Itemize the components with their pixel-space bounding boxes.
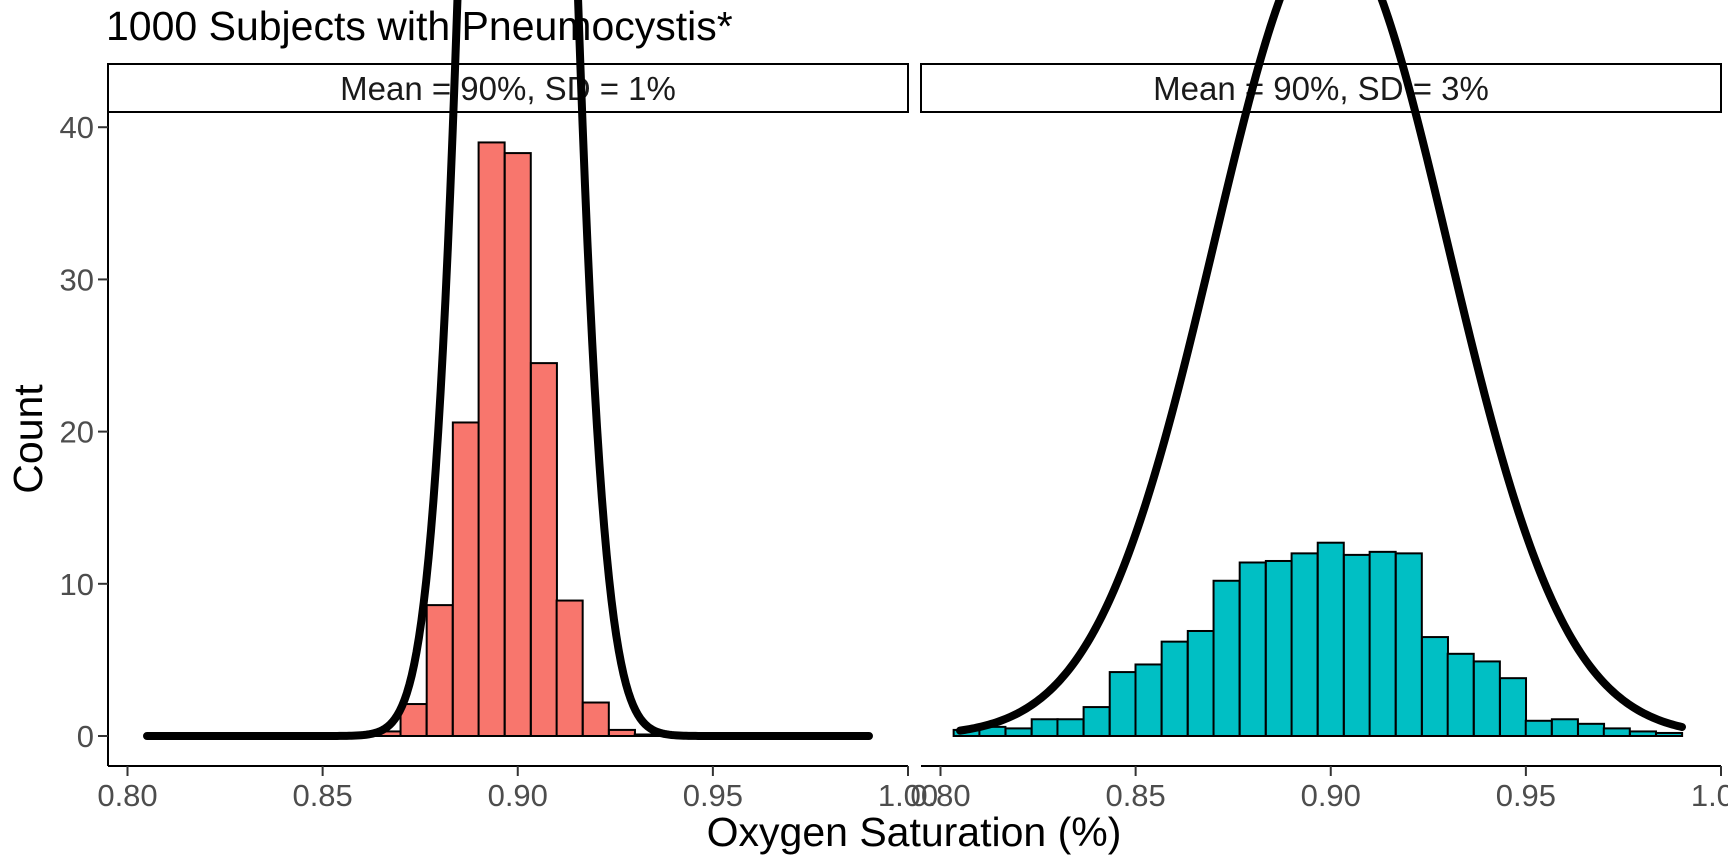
y-axis-title: Count <box>5 384 51 494</box>
histogram-bar <box>1550 718 1579 738</box>
x-ticks-right: 0.80 0.85 0.90 0.95 1.00 <box>910 766 1728 813</box>
y-tick-label: 40 <box>60 110 94 145</box>
histogram-bar <box>1212 579 1241 738</box>
histogram-bar <box>1264 559 1293 737</box>
histogram-bar <box>1628 730 1657 737</box>
chart-title: 1000 Subjects with Pneumocystis* <box>106 3 733 49</box>
histogram-bar <box>1577 722 1606 738</box>
histogram-bar <box>1498 677 1528 737</box>
x-axis-title: Oxygen Saturation (%) <box>707 809 1122 855</box>
x-tick-label: 0.85 <box>1105 778 1165 813</box>
histogram-bar <box>1290 552 1319 737</box>
x-tick-label: 0.95 <box>1496 778 1556 813</box>
histogram-bar <box>1082 706 1111 738</box>
histogram-bar <box>1238 561 1267 737</box>
histogram-bar <box>503 152 532 737</box>
histogram-bar <box>1108 671 1137 738</box>
histogram-bar <box>1655 731 1684 738</box>
histogram-bar <box>1446 652 1475 737</box>
histogram-bar <box>1472 660 1501 737</box>
density-curve-right <box>956 0 1686 735</box>
x-tick-label: 1.00 <box>1691 778 1728 813</box>
histogram-bar <box>425 604 454 737</box>
x-ticks-left: 0.80 0.85 0.90 0.95 1.00 <box>97 766 938 813</box>
histogram-bars-right <box>952 541 1684 738</box>
histogram-bar <box>555 599 584 737</box>
histogram-bar <box>1186 629 1215 737</box>
histogram-bar <box>1368 550 1397 738</box>
x-tick-label: 0.80 <box>97 778 157 813</box>
histogram-bar <box>607 728 636 737</box>
histogram-bar <box>1056 718 1085 738</box>
x-tick-label: 0.90 <box>488 778 548 813</box>
histogram-bar <box>1160 640 1189 738</box>
histogram-bar <box>1342 553 1371 738</box>
histogram-bar <box>1602 727 1631 738</box>
histogram-bar <box>477 141 506 737</box>
histogram-bar <box>581 701 610 738</box>
histogram-bar <box>1004 727 1033 738</box>
histogram-bar <box>1420 636 1449 738</box>
strip-label-right: Mean = 90%, SD = 3% <box>1153 70 1489 107</box>
histogram-bar <box>1394 552 1423 737</box>
x-tick-label: 0.90 <box>1301 778 1361 813</box>
histogram-bar <box>1134 663 1163 737</box>
strip-label-left: Mean = 90%, SD = 1% <box>340 70 676 107</box>
strip-background-left <box>107 63 909 113</box>
x-tick-label: 0.80 <box>910 778 970 813</box>
histogram-bars-left <box>373 141 662 738</box>
y-ticks: 0 10 20 30 40 <box>60 110 108 754</box>
histogram-bar <box>1524 719 1553 738</box>
histogram-bar <box>529 362 558 737</box>
x-tick-label: 1.00 <box>878 778 938 813</box>
y-tick-label: 20 <box>60 415 94 450</box>
y-tick-label: 30 <box>60 262 94 297</box>
histogram-bar <box>1030 718 1059 738</box>
histogram-bar <box>451 421 480 737</box>
y-tick-label: 10 <box>60 567 94 602</box>
panel-left: Mean = 90%, SD = 1% 0.80 0.85 0.90 0.95 1.00… <box>60 0 938 813</box>
x-tick-label: 0.85 <box>292 778 352 813</box>
density-curve-left <box>143 0 873 740</box>
histogram-bar <box>1316 541 1345 738</box>
strip-background-right <box>920 63 1722 113</box>
x-tick-label: 0.95 <box>683 778 743 813</box>
panel-right: Mean = 90%, SD = 3% 0.80 0.85 0.90 0.95 1.00 <box>910 0 1728 813</box>
y-tick-label: 0 <box>77 719 94 754</box>
